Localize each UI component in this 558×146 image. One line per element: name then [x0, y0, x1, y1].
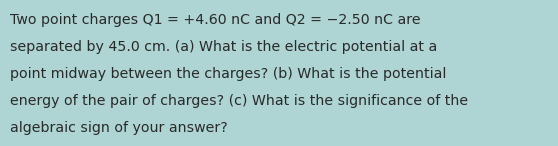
- Text: point midway between the charges? (b) What is the potential: point midway between the charges? (b) Wh…: [10, 67, 446, 81]
- Text: algebraic sign of your answer?: algebraic sign of your answer?: [10, 121, 228, 135]
- Text: energy of the pair of charges? (c) What is the significance of the: energy of the pair of charges? (c) What …: [10, 94, 468, 108]
- Text: Two point charges Q1 = +4.60 nC and Q2 = −2.50 nC are: Two point charges Q1 = +4.60 nC and Q2 =…: [10, 13, 421, 27]
- Text: separated by 45.0 cm. (a) What is the electric potential at a: separated by 45.0 cm. (a) What is the el…: [10, 40, 437, 54]
